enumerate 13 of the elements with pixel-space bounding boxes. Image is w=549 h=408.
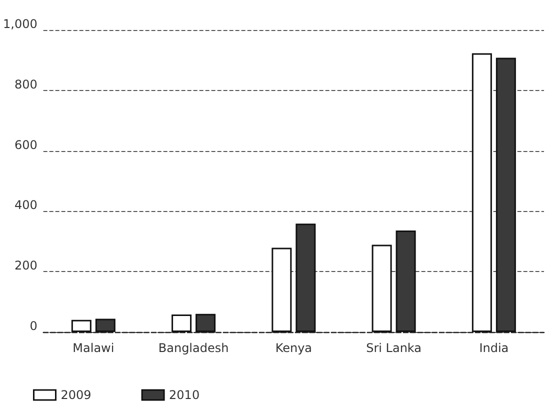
- y-tick-label: 400: [14, 198, 38, 212]
- x-tick-label: Kenya: [275, 341, 312, 355]
- y-tick-label: 1,000: [2, 17, 38, 31]
- x-tick-label: Malawi: [72, 341, 114, 355]
- x-tick-label: India: [479, 341, 509, 355]
- x-tick-label: Sri Lanka: [366, 341, 422, 355]
- y-tick-label: 600: [14, 138, 38, 152]
- y-tick-label: 800: [14, 77, 38, 92]
- x-tick-label: Bangladesh: [158, 341, 229, 355]
- y-tick-label: 0: [30, 319, 38, 333]
- y-tick-label: 200: [14, 258, 38, 273]
- legend-label: 2009: [60, 388, 92, 402]
- legend-label: 2010: [169, 388, 200, 402]
